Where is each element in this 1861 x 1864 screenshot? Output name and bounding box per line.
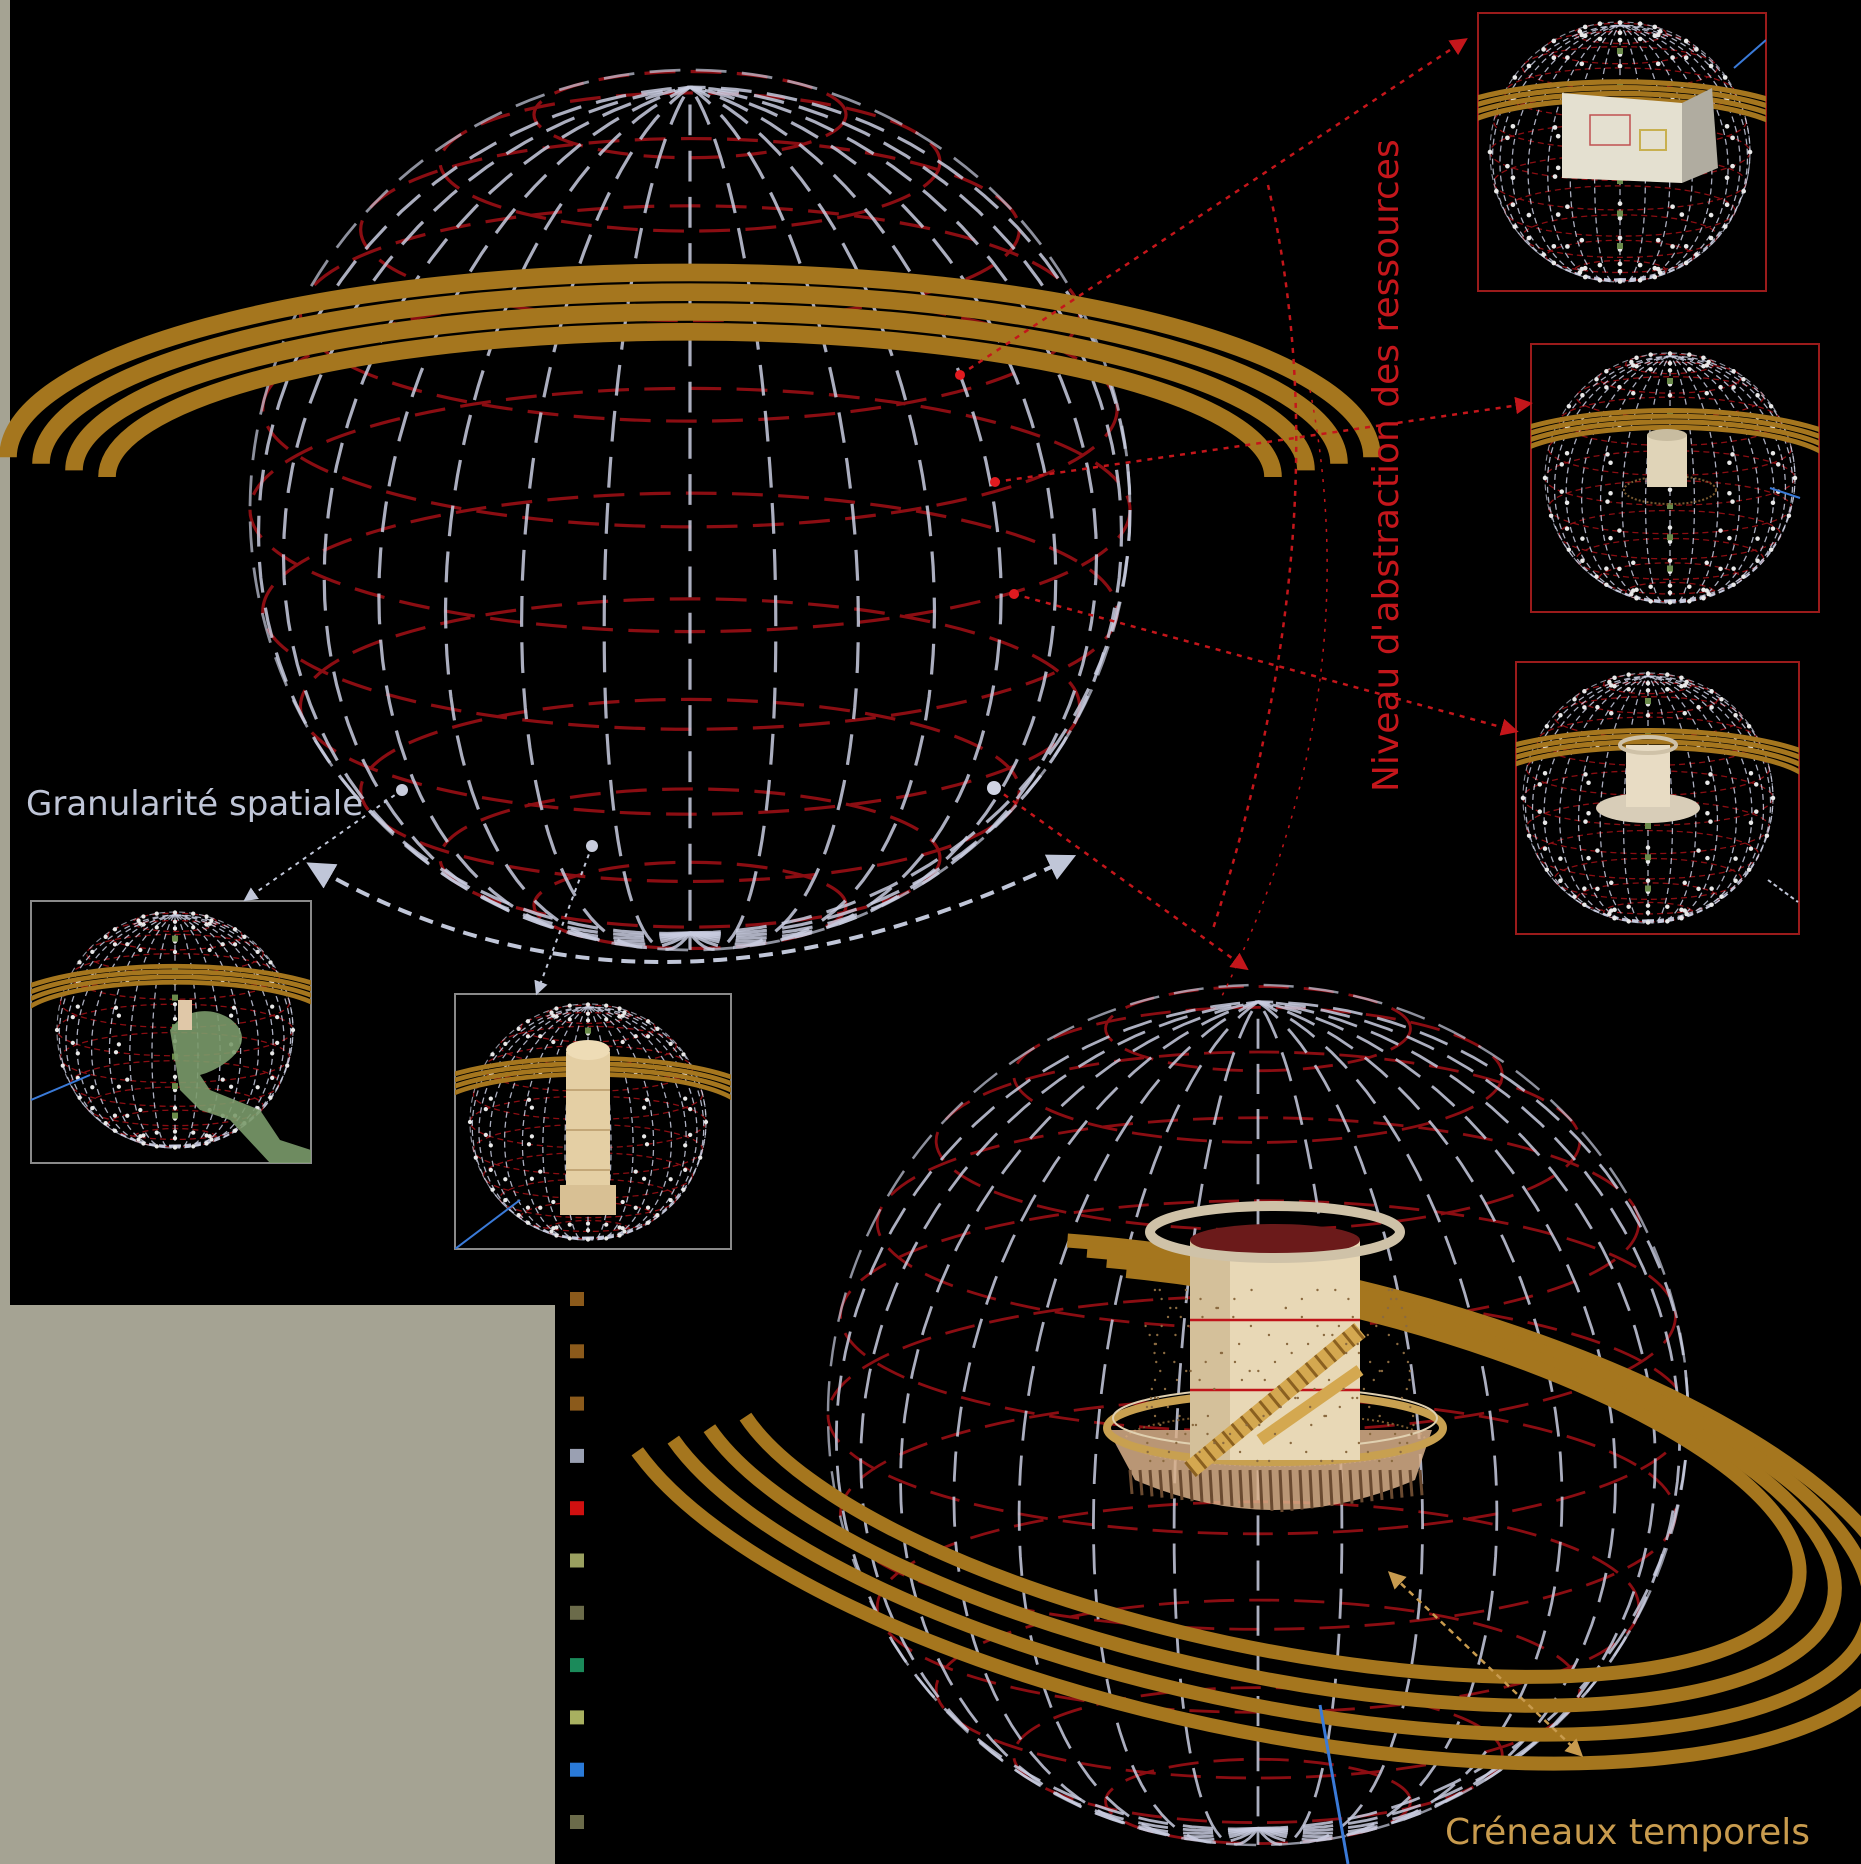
legend-swatch [570,1762,584,1777]
legend-swatches [570,1292,584,1829]
legend-swatch [570,1553,584,1568]
abstraction-connectors [959,38,1533,1001]
legend-swatch [570,1396,584,1411]
legend-swatch [570,1501,584,1516]
legend-swatch [570,1292,584,1306]
legend-swatch [570,1448,584,1463]
thumbnail-tower-ring [1530,343,1820,613]
legend-swatch [570,1344,584,1359]
thumbnail-floor-plan [1477,12,1767,292]
legend-swatch [570,1658,584,1673]
thumbnail-full-tower [454,993,732,1250]
spatial-granularity-label: Granularité spatiale [26,784,363,824]
temporal-arrow [1387,1571,1584,1757]
temporal-slots-label: Créneaux temporels [1445,1812,1810,1853]
large-sphere [0,68,1381,952]
tower-model [1103,1201,1447,1513]
thumbnail-tower-stairs [1515,661,1800,935]
time-axis-line [1318,1704,1350,1864]
spatial-nodes [396,781,1001,852]
legend-swatch [570,1605,584,1620]
abstraction-level-label: Niveau d'abstraction des ressources [1366,139,1407,792]
spatial-connectors [243,789,1077,996]
thumbnail-site-plan [30,900,312,1164]
legend-swatch [570,1710,584,1725]
legend-swatch [570,1815,584,1829]
